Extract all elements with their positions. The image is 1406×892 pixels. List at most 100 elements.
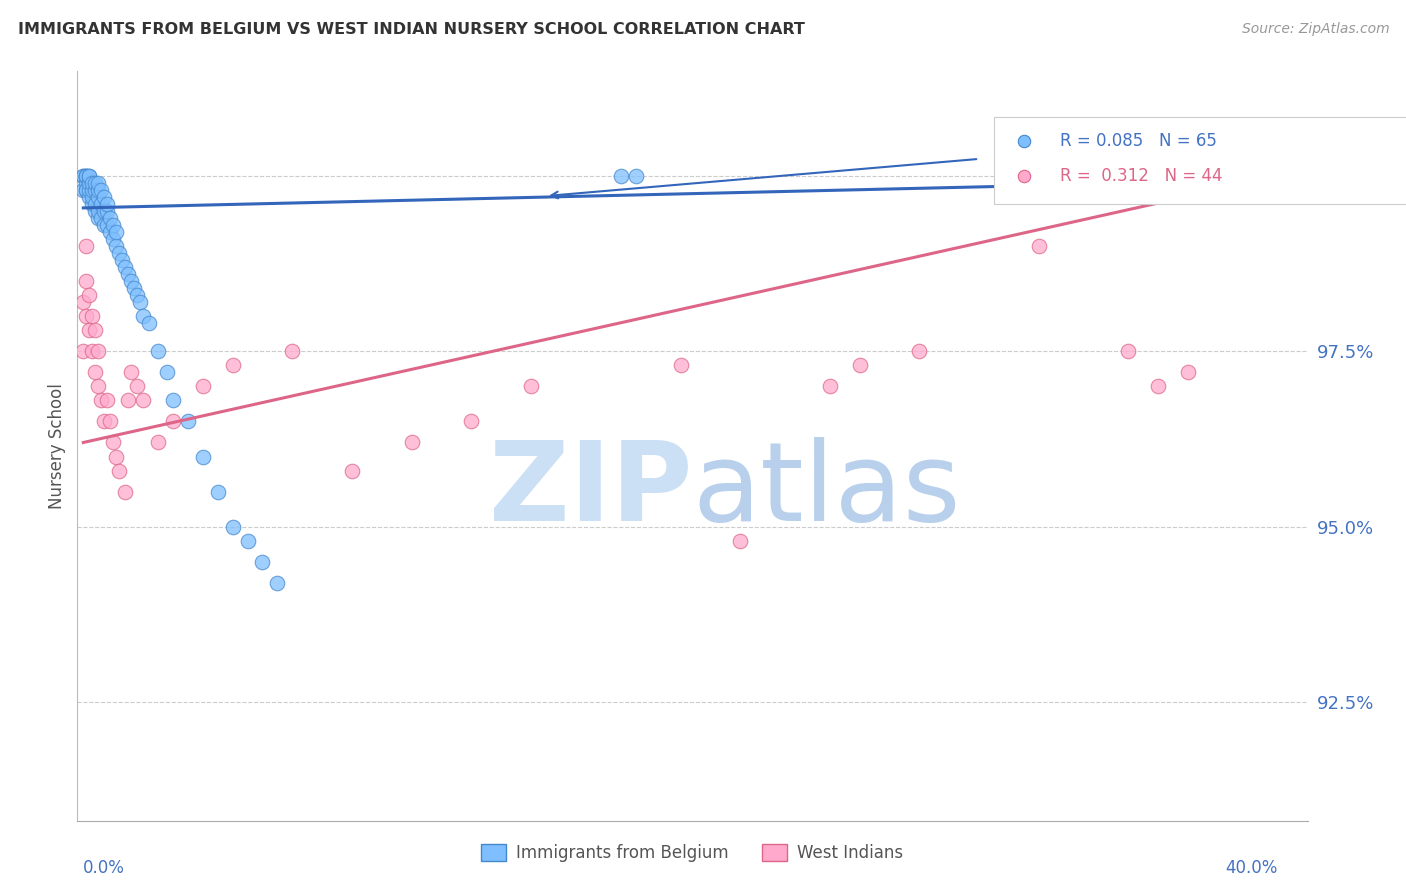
Point: [72, 295, 94, 310]
Point: [1012, 135, 1035, 149]
Point: [82, 190, 104, 204]
Point: [98, 211, 121, 226]
Text: atlas: atlas: [693, 437, 960, 544]
Point: [114, 484, 136, 499]
Point: [520, 379, 543, 393]
Point: [77, 323, 100, 337]
Point: [82, 177, 104, 191]
Point: [75, 183, 97, 197]
Point: [266, 575, 288, 590]
Text: IMMIGRANTS FROM BELGIUM VS WEST INDIAN NURSERY SCHOOL CORRELATION CHART: IMMIGRANTS FROM BELGIUM VS WEST INDIAN N…: [18, 22, 806, 37]
Point: [72, 169, 94, 184]
Point: [818, 379, 841, 393]
Point: [111, 253, 134, 268]
Point: [191, 379, 214, 393]
Point: [252, 555, 274, 569]
Point: [75, 169, 97, 184]
Point: [101, 219, 124, 233]
Point: [87, 177, 110, 191]
Point: [129, 295, 152, 310]
Point: [108, 463, 131, 477]
Point: [998, 169, 1021, 184]
Point: [75, 183, 97, 197]
Point: [125, 379, 148, 393]
Point: [132, 393, 155, 408]
Point: [90, 183, 112, 197]
Point: [87, 211, 110, 226]
Point: [117, 268, 139, 282]
Point: [93, 219, 115, 233]
Point: [90, 211, 112, 226]
Point: [87, 190, 110, 204]
Point: [340, 463, 363, 477]
Point: [1147, 379, 1170, 393]
Point: [162, 415, 184, 429]
Point: [72, 344, 94, 359]
Point: [221, 519, 243, 533]
Point: [191, 450, 214, 464]
Text: Source: ZipAtlas.com: Source: ZipAtlas.com: [1241, 22, 1389, 37]
Point: [105, 239, 128, 253]
Point: [96, 219, 118, 233]
Point: [120, 275, 142, 289]
Point: [101, 232, 124, 246]
Point: [82, 310, 104, 324]
Point: [120, 366, 142, 380]
Text: 40.0%: 40.0%: [1226, 859, 1278, 877]
Point: [624, 169, 647, 184]
Point: [138, 317, 160, 331]
Point: [122, 281, 145, 295]
Point: [669, 359, 692, 373]
Point: [117, 393, 139, 408]
Point: [98, 415, 121, 429]
Point: [146, 435, 169, 450]
Point: [77, 169, 100, 184]
FancyBboxPatch shape: [994, 117, 1406, 204]
Point: [90, 197, 112, 211]
Point: [728, 533, 751, 548]
Text: 0.0%: 0.0%: [83, 859, 125, 877]
Point: [105, 450, 128, 464]
Point: [156, 366, 179, 380]
Y-axis label: Nursery School: Nursery School: [48, 383, 66, 509]
Point: [93, 204, 115, 219]
Point: [132, 310, 155, 324]
Point: [281, 344, 304, 359]
Point: [75, 239, 97, 253]
Point: [1237, 169, 1260, 184]
Point: [848, 359, 870, 373]
Point: [77, 177, 100, 191]
Point: [75, 177, 97, 191]
Point: [84, 204, 107, 219]
Point: [221, 359, 243, 373]
Point: [75, 275, 97, 289]
Point: [207, 484, 229, 499]
Point: [108, 246, 131, 260]
Point: [98, 226, 121, 240]
Point: [101, 435, 124, 450]
Point: [75, 310, 97, 324]
Point: [96, 204, 118, 219]
Point: [610, 169, 633, 184]
Point: [84, 366, 107, 380]
Point: [77, 190, 100, 204]
Point: [75, 169, 97, 184]
Text: ZIP: ZIP: [489, 437, 693, 544]
Point: [77, 183, 100, 197]
Point: [114, 260, 136, 275]
Point: [72, 169, 94, 184]
Point: [87, 204, 110, 219]
Point: [96, 393, 118, 408]
Point: [84, 197, 107, 211]
Point: [1177, 366, 1199, 380]
Point: [77, 288, 100, 302]
Point: [146, 344, 169, 359]
Point: [87, 379, 110, 393]
Legend: Immigrants from Belgium, West Indians: Immigrants from Belgium, West Indians: [475, 837, 910, 869]
Point: [82, 183, 104, 197]
Point: [77, 169, 100, 184]
Point: [162, 393, 184, 408]
Point: [908, 344, 931, 359]
Point: [87, 344, 110, 359]
Point: [105, 226, 128, 240]
